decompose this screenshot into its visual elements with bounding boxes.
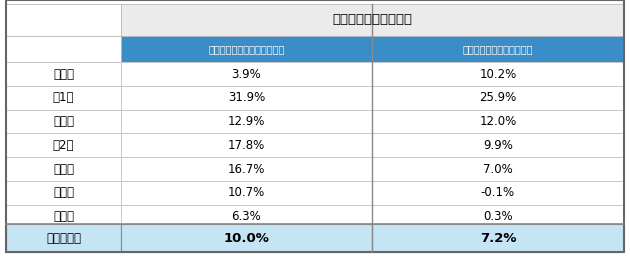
Text: ４　級: ４ 級 (53, 186, 74, 199)
Bar (6, 205, 120, 228)
Bar (6, 224, 120, 252)
Bar (372, 110, 624, 133)
Bar (6, 157, 120, 181)
Text: 6.3%: 6.3% (231, 210, 261, 223)
Text: 10.7%: 10.7% (227, 186, 265, 199)
Bar (6, 110, 120, 133)
Bar (372, 86, 624, 110)
Text: -0.1%: -0.1% (481, 186, 515, 199)
Bar (6, 133, 120, 157)
Bar (6, 4, 120, 36)
Text: 16.7%: 16.7% (227, 162, 265, 176)
Text: 0.3%: 0.3% (483, 210, 513, 223)
Text: 10.2%: 10.2% (479, 68, 517, 81)
Bar (6, 181, 120, 205)
Text: 12.0%: 12.0% (479, 115, 517, 128)
Bar (372, 205, 624, 228)
Bar (6, 62, 120, 86)
Text: 級別志願者数の増減率: 級別志願者数の増減率 (332, 13, 412, 26)
Bar (120, 110, 372, 133)
Bar (120, 181, 372, 205)
Text: 9.9%: 9.9% (483, 139, 513, 152)
Bar (372, 224, 624, 252)
Text: ５　級: ５ 級 (53, 210, 74, 223)
Bar (120, 62, 372, 86)
Bar (120, 205, 372, 228)
Bar (6, 86, 120, 110)
Bar (120, 157, 372, 181)
Text: 7.0%: 7.0% (483, 162, 513, 176)
Text: 31.9%: 31.9% (227, 92, 265, 105)
Bar (372, 181, 624, 205)
Bar (372, 157, 624, 181)
Text: 志願者数（全体）　増減率: 志願者数（全体） 増減率 (462, 44, 533, 54)
Bar (120, 86, 372, 110)
Bar (120, 4, 624, 36)
Text: 10.0%: 10.0% (224, 232, 269, 245)
Bar (6, 36, 120, 62)
Text: 3.9%: 3.9% (231, 68, 261, 81)
Text: 全体増加率: 全体増加率 (46, 232, 81, 245)
Bar (372, 62, 624, 86)
Text: 25.9%: 25.9% (479, 92, 517, 105)
Bar (372, 36, 624, 62)
Text: 準1級: 準1級 (53, 92, 74, 105)
Text: ２　級: ２ 級 (53, 115, 74, 128)
Bar (120, 36, 372, 62)
Text: 志願者数（小学生）　増減率: 志願者数（小学生） 増減率 (208, 44, 285, 54)
Text: 準2級: 準2級 (53, 139, 74, 152)
Bar (120, 133, 372, 157)
Text: １　級: １ 級 (53, 68, 74, 81)
Text: 12.9%: 12.9% (227, 115, 265, 128)
Bar (120, 224, 372, 252)
Text: 17.8%: 17.8% (227, 139, 265, 152)
Bar (372, 133, 624, 157)
Text: 7.2%: 7.2% (479, 232, 516, 245)
Text: ３　級: ３ 級 (53, 162, 74, 176)
